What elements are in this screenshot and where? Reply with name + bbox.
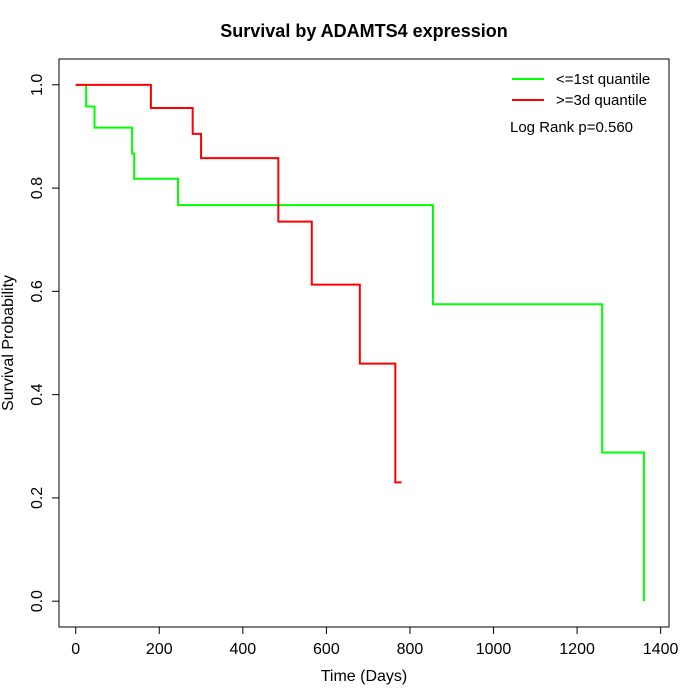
x-tick-label: 200: [146, 641, 173, 658]
y-tick-label: 0.8: [29, 177, 46, 199]
legend: <=1st quantile >=3d quantile: [512, 71, 650, 109]
y-axis-label: Survival Probability: [0, 275, 17, 411]
chart-title: Survival by ADAMTS4 expression: [220, 21, 507, 41]
plot-frame: [58, 58, 670, 628]
x-tick-label: 0: [71, 641, 80, 658]
x-axis: 0 200 400 600 800 1000 1200 1400: [71, 626, 679, 658]
series-layer: [75, 83, 645, 602]
y-tick-label: 0.2: [29, 487, 46, 509]
y-tick-label: 0.0: [29, 590, 46, 612]
x-tick-label: 1400: [643, 641, 679, 658]
x-tick-label: 1000: [476, 641, 512, 658]
y-tick-label: 0.6: [29, 280, 46, 302]
x-tick-label: 400: [229, 641, 256, 658]
legend-label-1: >=3d quantile: [556, 92, 647, 109]
x-tick-label: 800: [397, 641, 424, 658]
log-rank-annotation: Log Rank p=0.560: [510, 119, 633, 136]
legend-label-0: <=1st quantile: [556, 71, 650, 88]
x-tick-label: 1200: [559, 641, 595, 658]
series-line-0: [75, 83, 645, 602]
series-line-1: [75, 83, 402, 484]
x-tick-label: 600: [313, 641, 340, 658]
y-tick-label: 0.4: [29, 383, 46, 405]
y-axis: 0.0 0.2 0.4 0.6 0.8 1.0: [29, 74, 60, 612]
y-tick-label: 1.0: [29, 74, 46, 96]
x-axis-label: Time (Days): [321, 668, 408, 685]
